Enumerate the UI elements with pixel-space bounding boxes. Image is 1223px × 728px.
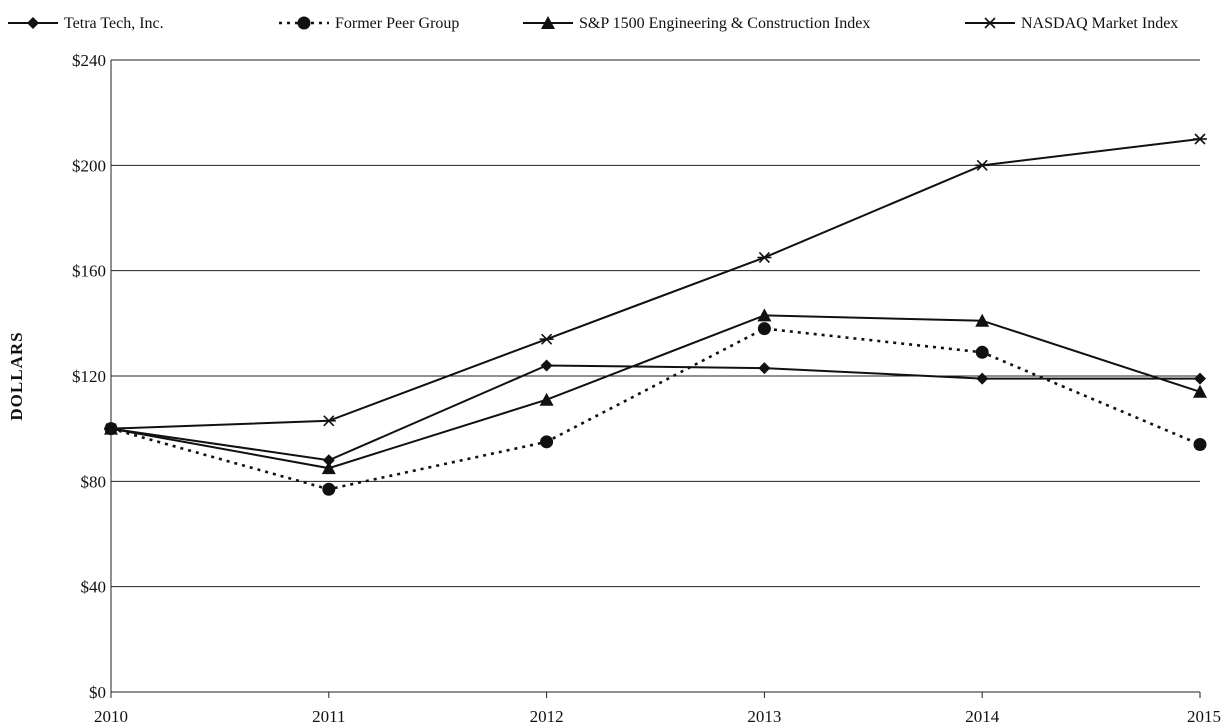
y-tick-label: $80 — [81, 472, 107, 491]
data-point — [758, 362, 771, 375]
series-line — [110, 327, 1201, 491]
legend-marker — [297, 16, 311, 30]
legend-marker — [541, 16, 555, 29]
y-axis-title: DOLLARS — [7, 331, 26, 420]
y-tick-label: $120 — [72, 367, 106, 386]
series-nasdaq-market-index — [104, 133, 1207, 435]
series-line — [110, 364, 1200, 462]
legend: Tetra Tech, Inc. Former Peer Group S&P 150… — [8, 15, 1178, 32]
series-layer — [104, 133, 1207, 496]
data-point — [757, 308, 772, 322]
legend-marker — [27, 17, 39, 29]
x-tick-label: 2014 — [965, 707, 1000, 726]
series-s-p-1500-engineering-construction-index — [104, 308, 1207, 475]
legend-item-s-p-1500-engineering-construction-index: S&P 1500 Engineering & Construction Inde… — [523, 15, 870, 32]
legend-label: Former Peer Group — [335, 15, 459, 32]
data-point — [975, 313, 990, 327]
x-tick-label: 2010 — [94, 707, 128, 726]
legend-item-tetra-tech-inc: Tetra Tech, Inc. — [8, 15, 164, 32]
legend-item-nasdaq-market-index: NASDAQ Market Index — [965, 15, 1178, 32]
y-tick-label: $240 — [72, 51, 106, 70]
x-tick-label: 2013 — [747, 707, 781, 726]
data-point — [757, 322, 771, 336]
data-point — [540, 359, 553, 372]
series-tetra-tech-inc — [105, 359, 1206, 467]
x-tick-labels: 2010 2011 2012 2013 2014 2015 — [94, 692, 1221, 726]
series-former-peer-group — [104, 322, 1207, 496]
legend-marker — [983, 17, 997, 29]
data-point — [322, 482, 336, 496]
data-point — [539, 392, 554, 406]
data-point — [1193, 384, 1207, 398]
x-tick-label: 2015 — [1187, 707, 1221, 726]
legend-label: Tetra Tech, Inc. — [64, 15, 164, 32]
y-tick-labels: $0 $40 $80 $120 $160 $200 $240 — [72, 51, 106, 702]
gridlines — [110, 59, 1200, 693]
y-tick-label: $40 — [81, 578, 107, 597]
data-point — [1193, 437, 1207, 451]
data-point — [539, 333, 554, 345]
y-tick-label: $200 — [72, 156, 106, 175]
x-tick-label: 2011 — [312, 707, 345, 726]
data-point — [976, 372, 989, 385]
y-tick-label: $160 — [72, 262, 106, 281]
legend-item-former-peer-group: Former Peer Group — [279, 15, 459, 32]
data-point — [1193, 133, 1207, 145]
data-point — [975, 345, 989, 359]
data-point — [104, 423, 118, 435]
x-tick-label: 2012 — [530, 707, 564, 726]
data-point — [1194, 372, 1206, 385]
data-point — [321, 461, 336, 475]
data-point — [540, 435, 554, 449]
data-point — [322, 454, 335, 467]
data-point — [757, 251, 772, 264]
series-line — [110, 138, 1201, 430]
data-point — [321, 415, 336, 427]
legend-label: S&P 1500 Engineering & Construction Inde… — [579, 15, 870, 32]
y-tick-label: $0 — [89, 683, 106, 702]
series-line — [110, 314, 1201, 470]
data-point — [975, 159, 990, 171]
legend-label: NASDAQ Market Index — [1021, 15, 1178, 32]
